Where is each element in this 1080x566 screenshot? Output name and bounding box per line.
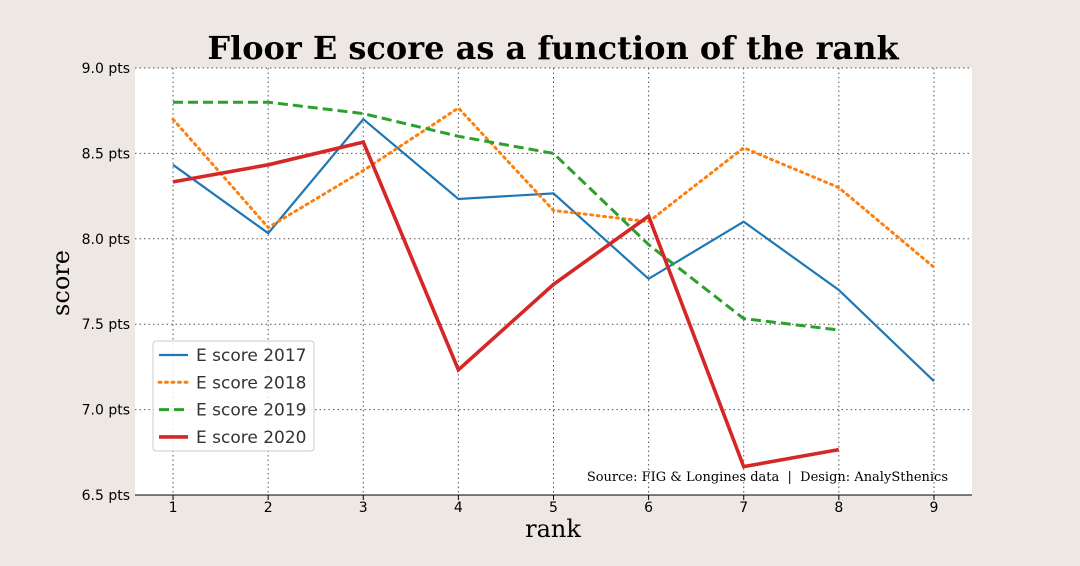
source-note: Source: FIG & Longines data | Design: An… xyxy=(587,470,948,485)
legend-box xyxy=(152,340,315,452)
y-axis-label: score xyxy=(47,250,75,316)
series-line-e-score-2017 xyxy=(172,117,935,382)
series-line-e-score-2020 xyxy=(172,139,840,469)
x-tick-label: 9 xyxy=(929,500,938,516)
axes: 1 2 3 4 5 6 7 8 9 6.5 pts 7.0 pts 7.5 pts 8.0 pts 8.5… xyxy=(82,61,972,516)
legend: E score 2017 E score 2018 E score 2019 E sc… xyxy=(152,340,315,452)
x-tick-label: 3 xyxy=(359,500,368,516)
y-tick-label: 8.0 pts xyxy=(82,232,130,248)
x-axis-label: rank xyxy=(525,515,581,543)
series-line-e-score-2019 xyxy=(173,100,839,332)
series-layer xyxy=(171,100,936,469)
y-tick-label: 7.5 pts xyxy=(82,317,130,333)
legend-label: E score 2018 xyxy=(196,373,307,393)
y-tick-label: 6.5 pts xyxy=(82,488,130,504)
chart-title: Floor E score as a function of the rank xyxy=(207,29,899,67)
legend-label: E score 2020 xyxy=(196,428,307,448)
x-tick-label: 8 xyxy=(834,500,843,516)
series-line-e-score-2018 xyxy=(171,106,936,269)
x-tick-label: 6 xyxy=(644,500,653,516)
x-tick-label: 5 xyxy=(549,500,558,516)
legend-label: E score 2017 xyxy=(196,346,307,366)
y-tick-label: 7.0 pts xyxy=(82,403,130,419)
y-tick-label: 9.0 pts xyxy=(82,61,130,77)
y-tick-label: 8.5 pts xyxy=(82,146,130,162)
x-tick-label: 1 xyxy=(169,500,178,516)
x-tick-label: 2 xyxy=(264,500,273,516)
x-tick-label: 4 xyxy=(454,500,463,516)
legend-label: E score 2019 xyxy=(196,401,307,421)
x-tick-label: 7 xyxy=(739,500,748,516)
